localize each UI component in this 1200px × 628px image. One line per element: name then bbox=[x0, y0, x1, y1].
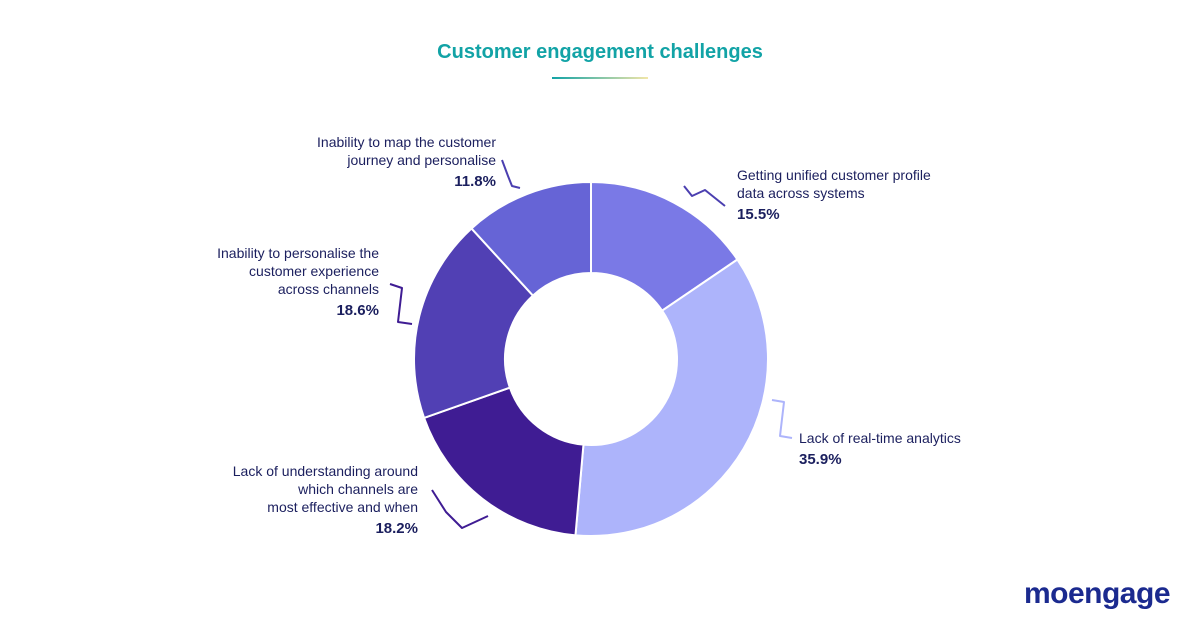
slice-4 bbox=[413, 227, 535, 420]
slice-label-1: Getting unified customer profile data acr… bbox=[737, 167, 931, 201]
labels-group: Getting unified customer profile data acr… bbox=[217, 134, 961, 537]
slice-3 bbox=[422, 386, 585, 537]
slice-value-5: 11.8% bbox=[454, 173, 496, 190]
leader-line-2 bbox=[771, 399, 793, 439]
slice-value-1: 15.5% bbox=[737, 206, 780, 223]
moengage-logo: moengage bbox=[1024, 577, 1171, 610]
slice-value-2: 35.9% bbox=[799, 451, 842, 468]
slice-value-3: 18.2% bbox=[375, 520, 418, 537]
leader-line-1 bbox=[683, 185, 726, 207]
leader-line-4 bbox=[389, 283, 413, 325]
slice-label-2: Lack of real-time analytics bbox=[799, 430, 961, 446]
chart-title: Customer engagement challenges bbox=[437, 41, 763, 63]
leader-line-5 bbox=[501, 159, 521, 189]
slice-5 bbox=[470, 180, 592, 297]
slices-group bbox=[413, 180, 769, 537]
slice-1 bbox=[590, 180, 739, 313]
slice-label-3: Lack of understanding around which channe… bbox=[233, 463, 418, 515]
leader-line-3 bbox=[431, 489, 489, 529]
slice-label-5: Inability to map the customer journey and… bbox=[317, 134, 496, 168]
slice-label-4: Inability to personalise the customer exp… bbox=[217, 245, 379, 297]
logo-text: moengage bbox=[1024, 577, 1170, 610]
slice-2 bbox=[574, 258, 769, 537]
title-underline bbox=[552, 77, 648, 79]
slice-value-4: 18.6% bbox=[336, 302, 379, 319]
